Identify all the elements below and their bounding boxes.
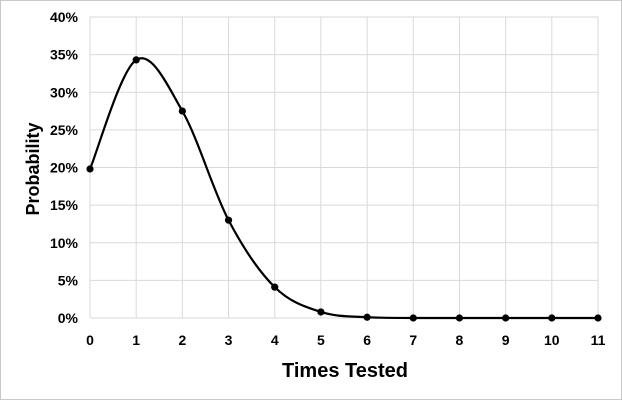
y-tick-label: 25% (50, 122, 79, 138)
x-tick-label: 10 (544, 332, 560, 348)
y-tick-label: 0% (58, 310, 79, 326)
data-point-1 (132, 56, 140, 64)
data-point-5 (317, 308, 325, 316)
x-axis-title: Times Tested (282, 360, 408, 382)
gridlines (89, 16, 599, 319)
x-tick-label: 3 (225, 332, 233, 348)
y-tick-label: 10% (50, 235, 79, 251)
x-tick-label: 7 (409, 332, 417, 348)
y-tick-label: 40% (50, 9, 79, 25)
y-axis-title: Probability (23, 122, 43, 215)
y-tick-labels: 0% 5% 10% 15% 20% 25% 30% 35% 40% (50, 9, 79, 326)
data-point-7 (409, 314, 417, 322)
x-tick-label: 8 (456, 332, 464, 348)
y-tick-label: 30% (50, 84, 79, 100)
y-tick-label: 35% (50, 47, 79, 63)
y-tick-label: 5% (58, 272, 79, 288)
x-tick-label: 2 (178, 332, 186, 348)
data-points (86, 56, 602, 322)
data-point-10 (548, 314, 556, 322)
data-point-9 (502, 314, 510, 322)
x-tick-label: 5 (317, 332, 325, 348)
y-tick-label: 15% (50, 197, 79, 213)
data-point-8 (455, 314, 464, 322)
x-tick-label: 9 (502, 332, 510, 348)
data-point-11 (594, 314, 602, 322)
series-line (88, 57, 598, 320)
x-tick-label: 6 (363, 332, 371, 348)
data-point-0 (86, 165, 94, 173)
x-tick-label: 0 (86, 332, 94, 348)
x-tick-label: 11 (591, 332, 606, 348)
x-tick-labels: 0 1 2 3 4 5 6 7 8 9 10 11 (86, 332, 606, 348)
data-point-2 (178, 107, 186, 115)
data-point-4 (271, 283, 279, 291)
y-tick-label: 20% (50, 160, 79, 176)
data-point-6 (363, 313, 371, 321)
x-tick-label: 1 (132, 332, 140, 348)
x-tick-label: 4 (271, 332, 279, 348)
data-point-3 (224, 216, 233, 224)
